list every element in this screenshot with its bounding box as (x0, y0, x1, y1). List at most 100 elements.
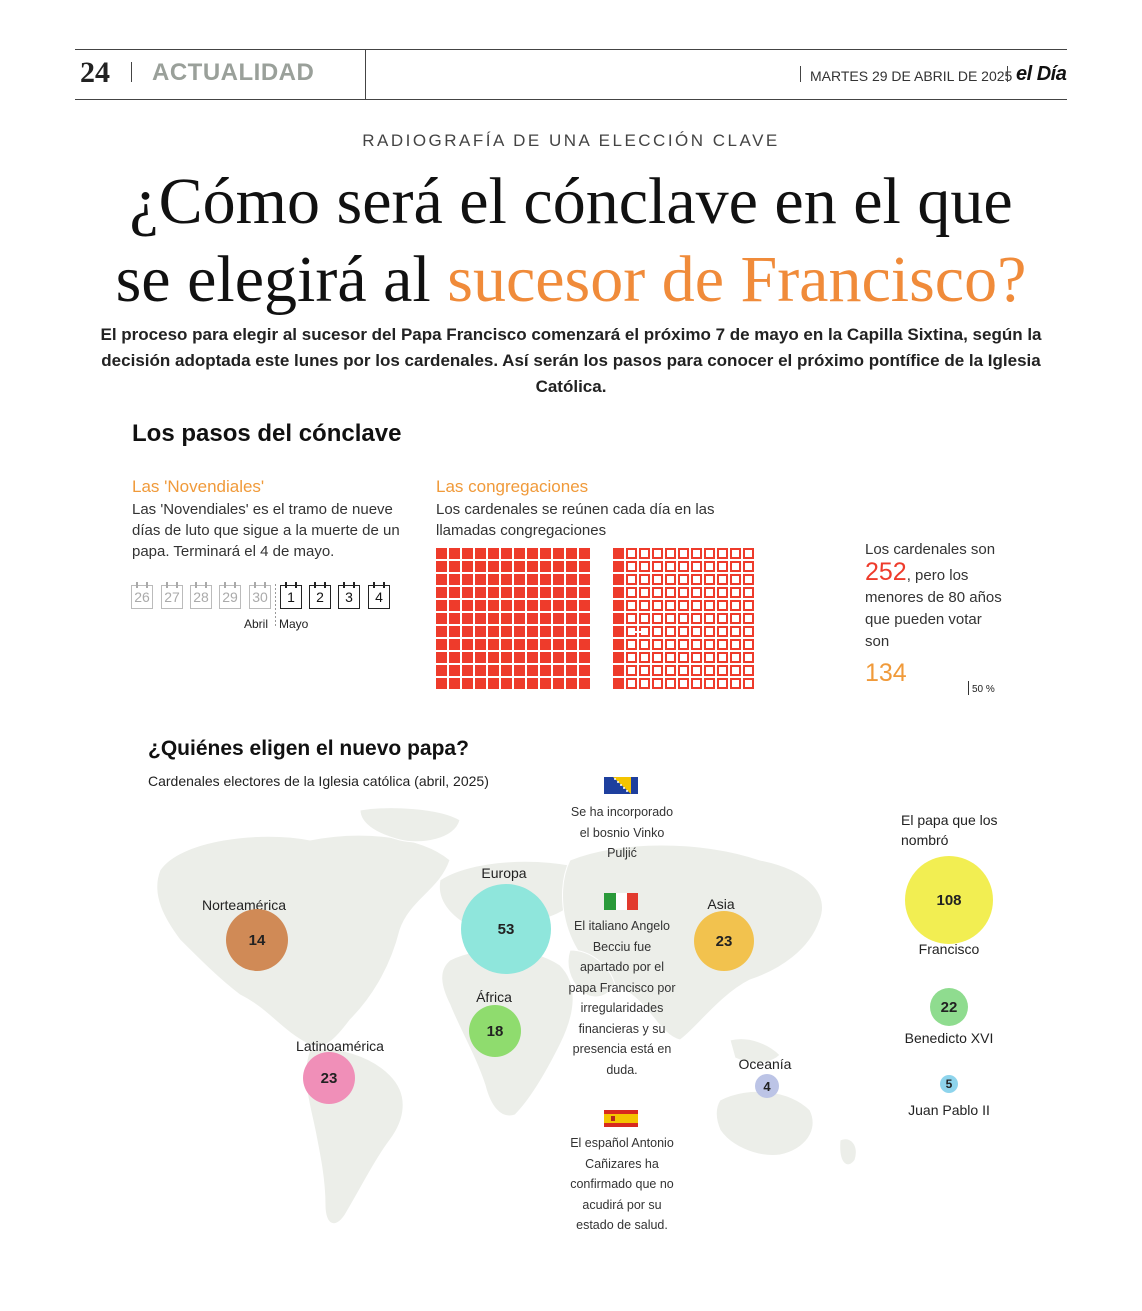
pope-value: 108 (936, 891, 962, 909)
cardinal-square (514, 561, 525, 572)
region-label: Latinoamérica (296, 1038, 384, 1054)
cardinal-square (613, 574, 624, 585)
cardinal-square (579, 548, 590, 559)
threshold-tick (968, 681, 969, 695)
cardinal-square (665, 665, 676, 676)
cardinal-square (462, 613, 473, 624)
cardinal-square (540, 574, 551, 585)
cardinal-square (626, 574, 637, 585)
cardinal-square (449, 600, 460, 611)
cardinal-square (488, 548, 499, 559)
calendar-day-number: 30 (252, 589, 268, 605)
cardinal-square (527, 665, 538, 676)
cardinal-square (488, 665, 499, 676)
cardinal-square (665, 574, 676, 585)
cardinal-square (488, 613, 499, 624)
cardinal-square (626, 613, 637, 624)
cardinal-square (579, 626, 590, 637)
cardinal-square (691, 613, 702, 624)
cardinal-square (449, 639, 460, 650)
page-number: 24 (80, 56, 110, 89)
electors-sentence: 252, pero los menores de 80 años que pue… (865, 560, 1005, 653)
cardinal-square (691, 639, 702, 650)
pope-bubble: 22 (930, 988, 968, 1026)
cardinal-square (566, 600, 577, 611)
cardinal-square (691, 600, 702, 611)
cardinal-square (527, 574, 538, 585)
cardinal-square (717, 600, 728, 611)
cardinal-square (652, 600, 663, 611)
cardinal-square (639, 561, 650, 572)
cardinal-square (475, 548, 486, 559)
cardinal-square (501, 626, 512, 637)
calendar-day: 28 (190, 582, 212, 609)
cardinal-square (462, 665, 473, 676)
calendar-day-number: 27 (164, 589, 180, 605)
threshold-label: 50 % (972, 684, 995, 695)
cardinal-square (613, 587, 624, 598)
threshold-marker (629, 631, 643, 633)
cardinal-square (717, 639, 728, 650)
cardinal-square (639, 678, 650, 689)
cardinal-square (704, 639, 715, 650)
pope-bubble: 108 (905, 856, 993, 944)
cardinal-square (462, 600, 473, 611)
cardinal-square (566, 639, 577, 650)
calendar-day: 30 (249, 582, 271, 609)
pope-value: 5 (945, 1077, 953, 1091)
cardinal-square (743, 587, 754, 598)
cardinal-square (717, 548, 728, 559)
cardinal-square (743, 600, 754, 611)
cardinal-square (665, 613, 676, 624)
cardinal-square (626, 639, 637, 650)
note-text: El italiano Angelo Becciu fue apartado p… (568, 919, 676, 1077)
cardinal-square (665, 678, 676, 689)
cardinal-square (704, 548, 715, 559)
cardinal-square (613, 678, 624, 689)
cardinal-square (488, 574, 499, 585)
cardinal-square (449, 574, 460, 585)
cardinal-square (704, 561, 715, 572)
cardinal-square (540, 587, 551, 598)
cardinal-square (553, 574, 564, 585)
cardinal-square (449, 561, 460, 572)
cardinal-square (626, 652, 637, 663)
calendar-day-number: 29 (222, 589, 238, 605)
cardinal-square (475, 613, 486, 624)
cardinal-square (553, 665, 564, 676)
cardinal-square (553, 548, 564, 559)
cardinal-square (540, 561, 551, 572)
calendar-day-number: 4 (375, 589, 383, 605)
cardinal-square (566, 561, 577, 572)
cardinal-square (462, 652, 473, 663)
cardinal-square (501, 678, 512, 689)
cardinal-square (626, 678, 637, 689)
header-bottom-rule (75, 99, 1067, 100)
cardinal-square (639, 574, 650, 585)
note-text: Se ha incorporado el bosnio Vinko Puljić (570, 805, 674, 860)
cardinal-square (743, 626, 754, 637)
cardinal-square (566, 652, 577, 663)
calendar-day-number: 26 (134, 589, 150, 605)
cardinal-square (613, 548, 624, 559)
cardinal-square (639, 639, 650, 650)
cardinal-square (501, 587, 512, 598)
cardinal-square (553, 561, 564, 572)
cardinal-square (527, 548, 538, 559)
cardinal-square (730, 639, 741, 650)
calendar-day: 2 (309, 582, 331, 609)
cardinal-square (743, 613, 754, 624)
cardinal-square (717, 678, 728, 689)
cardinal-square (475, 574, 486, 585)
cardinal-square (540, 678, 551, 689)
steps-heading: Los pasos del cónclave (132, 420, 402, 447)
cardinal-square (436, 613, 447, 624)
title-line-2: se elegirá al sucesor de Francisco? (0, 241, 1142, 319)
cardinal-square (514, 600, 525, 611)
electors-heading: ¿Quiénes eligen el nuevo papa? (148, 737, 469, 760)
cardinal-square (462, 587, 473, 598)
cardinal-square (652, 678, 663, 689)
cardinal-square (639, 600, 650, 611)
spain-flag-icon (604, 1110, 638, 1132)
cardinal-square (566, 613, 577, 624)
